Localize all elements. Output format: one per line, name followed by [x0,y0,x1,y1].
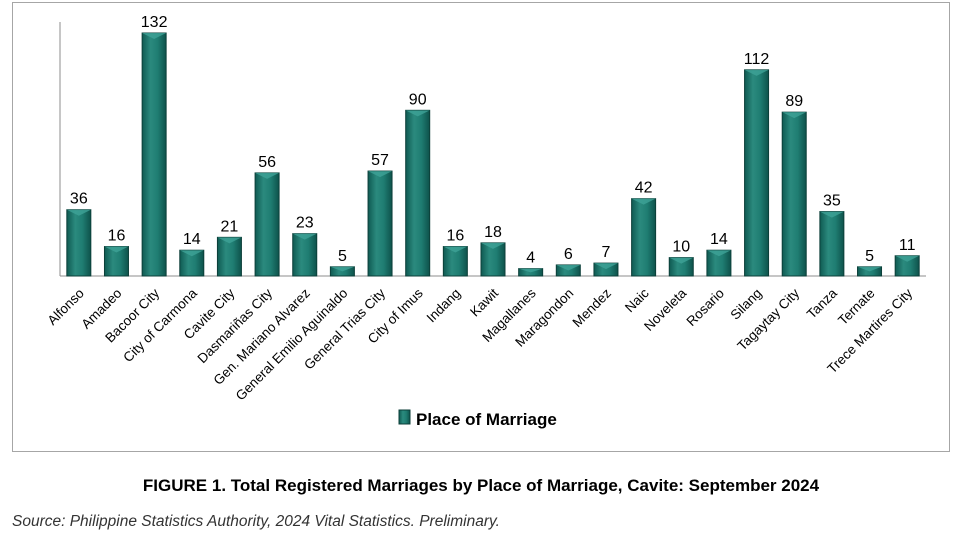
tick-label-18: Rosario [684,286,728,330]
bar-bevel [66,209,91,216]
data-label-5: 21 [221,218,239,235]
legend: Place of Marriage [398,409,557,429]
bar-14 [555,264,581,277]
data-label-23: 11 [899,237,916,254]
bar-8 [329,266,355,277]
bar-chart: 36 16 132 14 21 56 23 5 57 90 16 18 4 6 7 42 10 14 112 89 35… [44,14,926,429]
bar-23 [894,255,920,277]
bar-body [744,69,770,277]
tick-label-16: Naic [622,285,652,315]
source-note: Source: Philippine Statistics Authority,… [12,513,500,530]
bar-bevel [669,257,694,264]
bar-19 [744,69,770,277]
bar-bevel [518,268,543,273]
bar-bevel [330,266,355,272]
bar-22 [857,266,883,277]
bar-4 [179,249,205,277]
bar-group [66,32,920,277]
tick-label-12: Kawit [467,285,501,319]
bar-bevel [179,250,204,257]
bar-bevel [593,263,618,270]
bar-bevel [292,233,317,240]
bar-bevel [819,211,844,218]
bar-body [367,170,393,277]
data-label-3: 132 [141,14,168,31]
figure-caption: FIGURE 1. Total Registered Marriages by … [142,476,820,495]
data-label-4: 14 [183,231,201,248]
data-label-17: 10 [672,239,690,256]
bar-body [442,246,468,277]
data-label-7: 23 [296,215,314,232]
bar-7 [292,233,318,277]
data-label-14: 6 [564,246,573,263]
tick-label-15: Mendez [570,285,615,330]
bar-1 [66,209,92,277]
bar-body [819,211,845,277]
bar-20 [781,111,807,277]
data-label-19: 112 [744,51,770,68]
bar-bevel [782,112,807,119]
data-label-13: 4 [526,250,535,267]
tick-label-21: Tanza [804,285,840,321]
chart-frame [12,2,950,452]
data-label-15: 7 [602,244,611,261]
data-labels: 36 16 132 14 21 56 23 5 57 90 16 18 4 6 7 42 10 14 112 89 35… [70,14,916,267]
bar-body [781,111,807,277]
tick-label-11: Indang [424,286,464,326]
data-label-21: 35 [823,193,841,210]
bar-12 [480,242,506,277]
bar-17 [668,257,694,277]
data-label-16: 42 [635,180,653,197]
bar-bevel [895,255,920,262]
bar-bevel [631,198,656,205]
bar-6 [254,172,280,277]
data-label-18: 14 [710,231,728,248]
data-label-10: 90 [409,91,427,108]
bar-bevel [443,246,468,253]
bar-13 [518,268,544,277]
bar-bevel [217,237,242,244]
bar-bevel [744,69,769,76]
bar-2 [103,246,129,277]
bar-bevel [481,242,505,249]
bar-9 [367,170,393,277]
bar-bevel [255,172,280,179]
bar-10 [405,109,431,277]
bar-5 [216,236,242,277]
bar-body [405,109,431,277]
bar-15 [593,262,619,277]
bar-bevel [104,246,129,253]
data-label-6: 56 [258,154,276,171]
legend-label: Place of Marriage [416,410,557,429]
bar-21 [819,211,845,277]
bar-16 [631,198,657,277]
bar-body [216,236,242,277]
bar-bevel [556,264,581,271]
bar-body [292,233,318,277]
bar-body [254,172,280,277]
data-label-22: 5 [865,248,874,265]
bar-bevel [706,250,731,257]
bar-18 [706,249,732,277]
legend-swatch [398,409,411,425]
bar-body [66,209,92,277]
data-label-8: 5 [338,248,347,265]
data-label-12: 18 [484,224,502,241]
bar-11 [442,246,468,277]
bar-bevel [142,33,167,39]
bar-bevel [857,266,882,272]
bar-bevel [368,171,393,178]
data-label-11: 16 [446,228,464,245]
bar-bevel [405,110,430,117]
bar-body [141,32,167,277]
data-label-2: 16 [108,228,126,245]
data-label-20: 89 [785,93,803,110]
tick-label-17: Noveleta [641,285,690,334]
data-label-1: 36 [70,191,88,208]
bar-body [631,198,657,277]
data-label-9: 57 [371,152,389,169]
bar-3 [141,32,167,277]
